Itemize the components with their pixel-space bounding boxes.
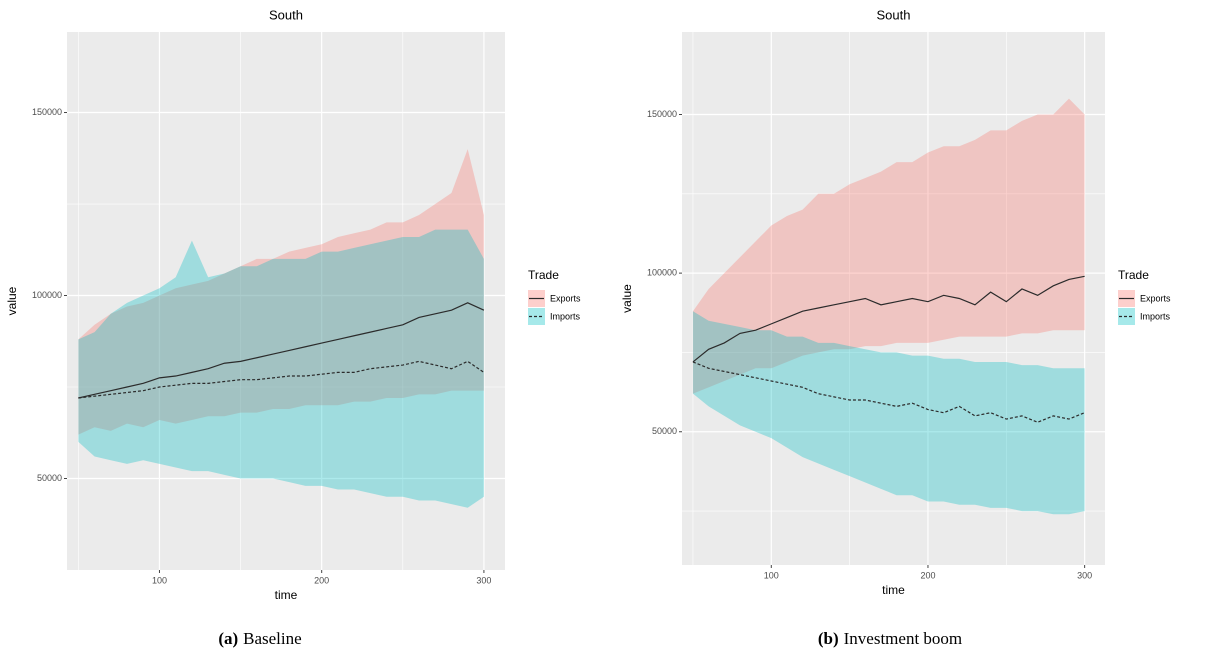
x-tick-label: 200	[314, 575, 329, 585]
legend-label: Exports	[550, 293, 581, 303]
panel: 100 200 300 50000 100000 150000 South time value…	[620, 7, 1171, 647]
legend-title: Trade	[528, 268, 559, 282]
caption-text: Baseline	[243, 629, 302, 648]
x-axis-label: time	[275, 588, 298, 602]
chart-title: South	[269, 7, 303, 22]
y-tick-label: 50000	[652, 426, 677, 436]
legend-title: Trade	[1118, 268, 1149, 282]
caption-text: Investment boom	[844, 629, 963, 648]
legend-label: Imports	[550, 311, 581, 321]
y-tick-label: 150000	[32, 107, 62, 117]
ribbon	[692, 311, 1085, 515]
line	[78, 302, 485, 399]
caption: (a) Baseline	[218, 629, 301, 648]
line	[692, 361, 1085, 423]
caption-label: (b)	[818, 629, 839, 648]
ribbon	[78, 149, 484, 435]
legend-label: Exports	[1140, 293, 1171, 303]
caption-label: (a)	[218, 629, 238, 648]
y-tick-label: 100000	[32, 290, 62, 300]
y-tick-label: 100000	[647, 267, 677, 277]
legend-label: Imports	[1140, 311, 1171, 321]
line	[692, 275, 1085, 363]
y-tick-label: 150000	[647, 109, 677, 119]
x-tick-label: 200	[920, 570, 935, 580]
ribbon	[78, 229, 484, 508]
caption: (b) Investment boom	[818, 629, 962, 648]
plot-background	[682, 32, 1105, 565]
chart-title: South	[877, 7, 911, 22]
line	[78, 360, 485, 399]
x-tick-label: 300	[476, 575, 491, 585]
y-axis-label: value	[5, 286, 19, 315]
ribbon	[692, 98, 1085, 394]
x-tick-label: 300	[1077, 570, 1092, 580]
y-tick-label: 50000	[37, 473, 62, 483]
panel: 100 200 300 50000 100000 150000 South time value…	[5, 7, 581, 647]
x-tick-label: 100	[152, 575, 167, 585]
x-axis-label: time	[882, 583, 905, 597]
plot-background	[67, 32, 505, 570]
x-tick-label: 100	[764, 570, 779, 580]
y-axis-label: value	[620, 284, 634, 313]
